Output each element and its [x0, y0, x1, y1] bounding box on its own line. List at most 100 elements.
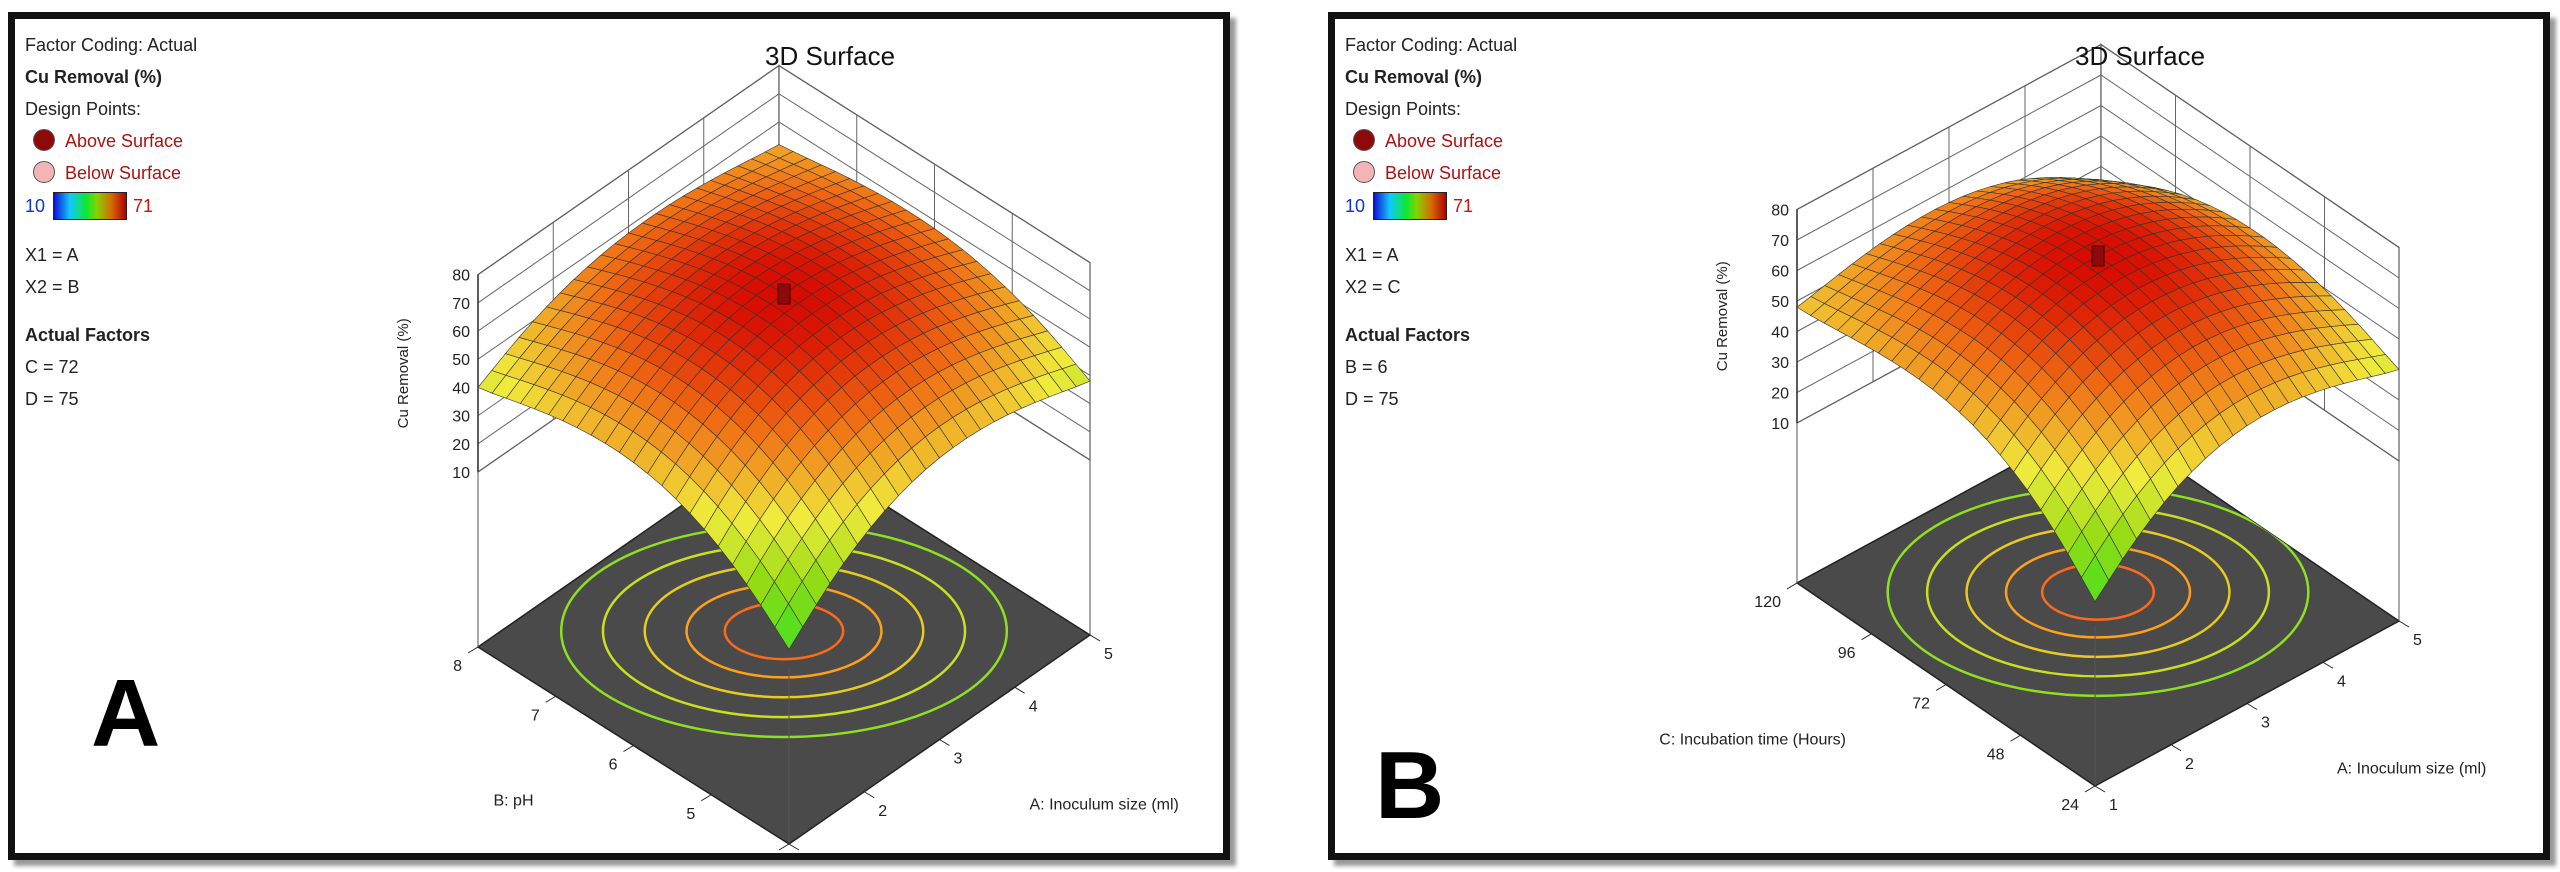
actual-factor-1: C = 72: [25, 357, 79, 377]
z-tick-label: 30: [452, 409, 470, 426]
z-tick-label: 60: [1771, 264, 1789, 281]
color-scale: 10 71: [1345, 189, 1517, 223]
surface-plot-b: 10 20 30 40 50 60 70 80 Cu Removal (%) 1 2 3 4 5 A: In…: [1659, 43, 2486, 814]
color-scale-max: 71: [1453, 196, 1474, 216]
y-tick: [2010, 734, 2021, 742]
y-tick-label: 48: [1987, 746, 2005, 763]
y-tick-label: 96: [1838, 645, 1856, 662]
y-tick: [1935, 684, 1947, 691]
z-axis-title: Cu Removal (%): [395, 318, 412, 428]
design-points-label: Design Points:: [1345, 99, 1462, 119]
x-tick-label: 2: [2185, 756, 2194, 773]
chart-title: 3D Surface: [765, 41, 896, 71]
y-axis-title: C: Incubation time (Hours): [1659, 732, 1846, 749]
design-point: [777, 283, 791, 305]
z-tick-label: 50: [452, 352, 470, 369]
panel-letter-a: A: [91, 660, 161, 767]
above-surface-dot-icon: [33, 129, 55, 151]
x-tick: [1089, 634, 1101, 642]
actual-factor-2: D = 75: [1345, 389, 1399, 409]
panel-letter-b: B: [1375, 732, 1445, 839]
z-tick-label: 70: [1771, 233, 1789, 250]
x-tick-label: 3: [954, 751, 963, 768]
response-label: Cu Removal (%): [25, 67, 163, 87]
z-tick-label: 80: [452, 268, 470, 285]
y-tick: [778, 843, 790, 851]
above-surface-entry: Above Surface: [25, 125, 197, 157]
x2-assignment: X2 = B: [25, 277, 80, 297]
y-tick: [1786, 582, 1798, 590]
y-tick: [1861, 633, 1872, 641]
x1-assignment: X1 = A: [25, 245, 79, 265]
above-surface-entry: Above Surface: [1345, 125, 1517, 157]
actual-factors-label: Actual Factors: [1345, 325, 1471, 345]
legend-b: Factor Coding: Actual Cu Removal (%) Des…: [1345, 29, 1517, 415]
color-scale-bar: [53, 192, 127, 220]
x-axis-title: A: Inoculum size (ml): [2337, 761, 2486, 778]
x-tick: [788, 843, 800, 851]
design-point: [2091, 245, 2105, 267]
y-tick-label: 7: [531, 707, 540, 724]
response-surface: [1796, 177, 2400, 603]
x-tick: [2170, 744, 2182, 752]
surface-cell: [774, 603, 804, 650]
y-tick-label: 120: [1754, 594, 1781, 611]
below-surface-entry: Below Surface: [25, 157, 197, 189]
z-tick-label: 20: [1771, 386, 1789, 403]
y-axis-title: B: pH: [493, 793, 533, 810]
z-tick-label: 80: [1771, 203, 1789, 220]
below-surface-entry: Below Surface: [1345, 157, 1517, 189]
x-tick: [2246, 703, 2258, 710]
color-scale: 10 71: [25, 189, 197, 223]
x-tick-label: 2: [878, 803, 887, 820]
above-surface-dot-icon: [1353, 129, 1375, 151]
color-scale-min: 10: [1345, 196, 1366, 216]
x-tick: [2398, 620, 2410, 628]
below-surface-dot-icon: [1353, 161, 1375, 183]
design-points-label: Design Points:: [25, 99, 142, 119]
z-tick-label: 10: [452, 465, 470, 482]
y-tick-label: 5: [686, 806, 695, 823]
z-tick-label: 60: [452, 324, 470, 341]
y-tick: [545, 695, 557, 703]
x-tick-label: 3: [2261, 715, 2270, 732]
x-tick: [939, 739, 950, 746]
x-tick-label: 1: [2109, 797, 2118, 814]
y-tick: [623, 745, 634, 752]
z-tick-label: 40: [1771, 325, 1789, 342]
color-scale-bar: [1373, 192, 1447, 220]
chart-title: 3D Surface: [2075, 41, 2206, 71]
x-tick: [2094, 785, 2106, 793]
x-tick-label: 5: [2413, 632, 2422, 649]
chart-panel-b: 10 20 30 40 50 60 70 80 Cu Removal (%) 1 2 3 4 5 A: In…: [1328, 12, 2550, 860]
z-tick-label: 50: [1771, 294, 1789, 311]
factor-coding-label: Factor Coding: Actual: [1345, 35, 1518, 55]
below-surface-dot-icon: [33, 161, 55, 183]
x2-assignment: X2 = C: [1345, 277, 1401, 297]
x-axis-title: A: Inoculum size (ml): [1030, 797, 1179, 814]
z-axis-title: Cu Removal (%): [1714, 261, 1731, 371]
actual-factor-2: D = 75: [25, 389, 79, 409]
surface-cell: [2081, 554, 2110, 603]
x1-assignment: X1 = A: [1345, 245, 1399, 265]
z-tick-label: 40: [452, 380, 470, 397]
z-tick-label: 20: [452, 437, 470, 454]
response-label: Cu Removal (%): [1345, 67, 1483, 87]
z-tick-label: 70: [452, 296, 470, 313]
y-tick: [467, 646, 479, 654]
actual-factor-1: B = 6: [1345, 357, 1388, 377]
x-tick-label: 5: [1104, 646, 1113, 663]
response-surface: [477, 144, 1091, 650]
z-tick-label: 10: [1771, 416, 1789, 433]
x-tick: [863, 791, 875, 799]
y-tick-label: 24: [2061, 797, 2079, 814]
color-scale-min: 10: [25, 196, 46, 216]
z-tick-label: 30: [1771, 355, 1789, 372]
factor-coding-label: Factor Coding: Actual: [25, 35, 198, 55]
legend-a: Factor Coding: Actual Cu Removal (%) Des…: [25, 29, 197, 415]
y-tick: [2084, 785, 2096, 793]
x-tick-label: 4: [2337, 673, 2346, 690]
